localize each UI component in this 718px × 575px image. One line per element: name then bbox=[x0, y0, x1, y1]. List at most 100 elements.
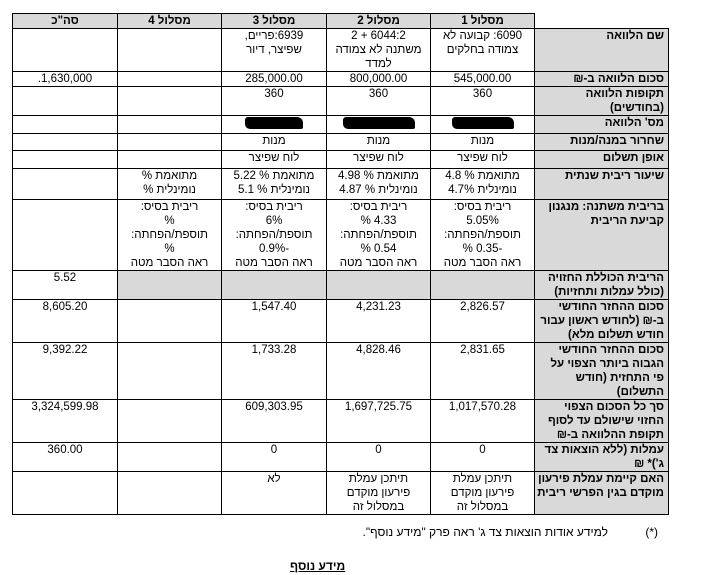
table-cell: 9,392.22 bbox=[12, 342, 118, 400]
table-cell: תיתכן עמלת פירעון מוקדם במסלול זה bbox=[326, 471, 431, 515]
table-cell: לא bbox=[221, 471, 327, 515]
table-cell: 5.52 bbox=[12, 270, 118, 300]
table-cell: 2,826.57 bbox=[430, 299, 535, 343]
table-row: 360.00 0 0 0 עמלות (ללא הוצאות צד ג')* ₪ bbox=[12, 442, 669, 472]
cell-line: 3,324,599.98 bbox=[31, 401, 99, 413]
cell-line: 5.05% bbox=[466, 215, 499, 227]
cell-line: 360 bbox=[264, 88, 284, 100]
table-cell: 6090: קבועה לא צמודה בחלקים bbox=[430, 28, 535, 72]
table-cell: לוח שפיצר bbox=[221, 150, 327, 169]
table-cell: 609,303.95 bbox=[221, 399, 327, 443]
cell-line: 0 bbox=[270, 444, 278, 456]
loan-comparison-table: סה"כ מסלול 4 מסלול 3 מסלול 2 מסלול 1 6939:פרי… bbox=[12, 13, 669, 515]
cell-line: 360 bbox=[472, 88, 493, 100]
cell-line: לוח שפיצר bbox=[457, 152, 508, 164]
cell-line: 800,000.00 bbox=[349, 73, 408, 85]
cell-line: 0.54 % bbox=[360, 243, 397, 255]
cell-line: נומינלית % bbox=[143, 184, 196, 196]
table-row: מס' הלוואה bbox=[12, 115, 669, 134]
row-label: תקופות הלוואה (בחודשים) bbox=[534, 86, 669, 116]
table-cell bbox=[117, 442, 222, 472]
cell-line: פירעון מוקדם bbox=[346, 487, 411, 499]
table-cell bbox=[117, 28, 222, 72]
table-cell bbox=[117, 471, 222, 515]
table-cell: 8,605.20 bbox=[12, 299, 118, 343]
row-label: סכום הלוואה ב-₪ bbox=[534, 71, 669, 87]
cell-line: תיתכן עמלת bbox=[452, 473, 513, 485]
cell-line: 360.00 bbox=[47, 444, 83, 456]
table-cell: 6044:2 + 2 משתנה לא צמודה למדד bbox=[326, 28, 431, 72]
cell-line: ריבית בסיס: bbox=[453, 201, 512, 213]
cell-line: -0.9% bbox=[258, 243, 290, 255]
table-cell bbox=[221, 270, 327, 300]
cell-line: פירעון מוקדם bbox=[450, 487, 515, 499]
cell-line: 360 bbox=[368, 88, 389, 100]
cell-line: ריבית בסיס: bbox=[349, 201, 408, 213]
redacted-loan-number bbox=[342, 117, 415, 129]
row-label: שחרור במנה/מנות bbox=[534, 133, 669, 151]
table-cell bbox=[117, 86, 222, 116]
section-title: מידע נוסף bbox=[290, 559, 346, 573]
table-cell: ריבית בסיס:% תוספת/הפחתה:% ראה הסבר מטה bbox=[117, 199, 222, 271]
table-row: 6939:פריים, שפיצר, דיור 6044:2 + 2 משתנה לא… bbox=[12, 28, 669, 72]
row-label: שם הלוואה bbox=[534, 28, 669, 72]
table-cell bbox=[12, 133, 118, 151]
table-cell: 1,017,570.28 bbox=[430, 399, 535, 443]
cell-line: 609,303.95 bbox=[245, 401, 303, 413]
table-cell bbox=[117, 115, 222, 134]
table-cell bbox=[430, 270, 535, 300]
cell-line: 1,547.40 bbox=[251, 301, 297, 313]
table-cell: 1,697,725.75 bbox=[326, 399, 431, 443]
table-row: 3,324,599.98 609,303.95 1,697,725.75 1,017,… bbox=[12, 399, 669, 443]
cell-line: למדד bbox=[365, 58, 392, 70]
row-label: בריבית משתנה: מנגנון קביעת הריבית bbox=[534, 199, 669, 271]
cell-line: 285,000.00 bbox=[245, 73, 303, 85]
row-label: עמלות (ללא הוצאות צד ג')* ₪ bbox=[534, 442, 669, 472]
table-cell: 6939:פריים, שפיצר, דיור bbox=[221, 28, 327, 72]
row-label: שיעור ריבית שנתית bbox=[534, 168, 669, 200]
cell-line: 6090: קבועה לא bbox=[442, 30, 523, 42]
cell-line: במסלול זה bbox=[456, 501, 509, 513]
header-row: סה"כ מסלול 4 מסלול 3 מסלול 2 מסלול 1 bbox=[12, 13, 669, 29]
row-label: סכום ההחזר החודשי הגבוה ביותר הצפוי על פ… bbox=[534, 342, 669, 400]
table-row: 1,630,000. 285,000.00 800,000.00 545,000.00… bbox=[12, 71, 669, 87]
table-cell: 1,733.28 bbox=[221, 342, 327, 400]
table-cell: מתואמת % 5.22 נומינלית % 5.1 bbox=[221, 168, 327, 200]
table-cell bbox=[117, 299, 222, 343]
column-header: מסלול 3 bbox=[221, 13, 327, 29]
footnote-mark: (*) bbox=[645, 525, 658, 539]
table-row: מתואמת % נומינלית % מתואמת % 5.22 נומינלית … bbox=[12, 168, 669, 200]
footnote-text: למידע אודות הוצאות צד ג' ראה פרק "מידע נ… bbox=[362, 525, 608, 539]
table-cell bbox=[12, 150, 118, 169]
table-row: 8,605.20 1,547.40 4,231.23 2,826.57 סכום ההח… bbox=[12, 299, 669, 343]
table-cell: 1,630,000. bbox=[12, 71, 118, 87]
footnote: (*) למידע אודות הוצאות צד ג' ראה פרק "מיד… bbox=[363, 525, 658, 539]
table-cell: 545,000.00 bbox=[430, 71, 535, 87]
row-label: האם קיימת עמלת פירעון מוקדם בגין הפרשי ר… bbox=[534, 471, 669, 515]
table-cell: 360 bbox=[430, 86, 535, 116]
cell-line: 2,826.57 bbox=[460, 301, 505, 313]
cell-line: לא bbox=[267, 473, 281, 485]
cell-line: 6939:פריים, bbox=[244, 30, 304, 42]
table-cell bbox=[117, 133, 222, 151]
cell-line: שפיצר, דיור bbox=[246, 44, 302, 56]
table-cell bbox=[117, 71, 222, 87]
cell-line: מתואמת % bbox=[141, 170, 198, 182]
row-label: הריבית הכוללת החזויה (כולל עמלות ותחזיות… bbox=[534, 270, 669, 300]
redacted-loan-number bbox=[245, 117, 303, 129]
cell-line: מתואמת % 4.98 bbox=[338, 170, 419, 182]
cell-line: תוספת/הפחתה: bbox=[235, 229, 313, 241]
column-header: מסלול 1 bbox=[430, 13, 535, 29]
corner-cell bbox=[535, 14, 669, 29]
table-cell: 360.00 bbox=[12, 442, 118, 472]
cell-line: ראה הסבר מטה bbox=[235, 257, 313, 269]
cell-line: ריבית בסיס: bbox=[140, 201, 199, 213]
cell-line: תוספת/הפחתה: bbox=[131, 229, 208, 241]
cell-line: מנות bbox=[470, 135, 495, 147]
cell-line: 5.52 bbox=[53, 272, 77, 284]
table-cell bbox=[12, 86, 118, 116]
cell-line: 1,733.28 bbox=[251, 344, 297, 356]
table-cell bbox=[326, 270, 431, 300]
cell-line: במסלול זה bbox=[352, 501, 405, 513]
table-cell: לוח שפיצר bbox=[430, 150, 535, 169]
